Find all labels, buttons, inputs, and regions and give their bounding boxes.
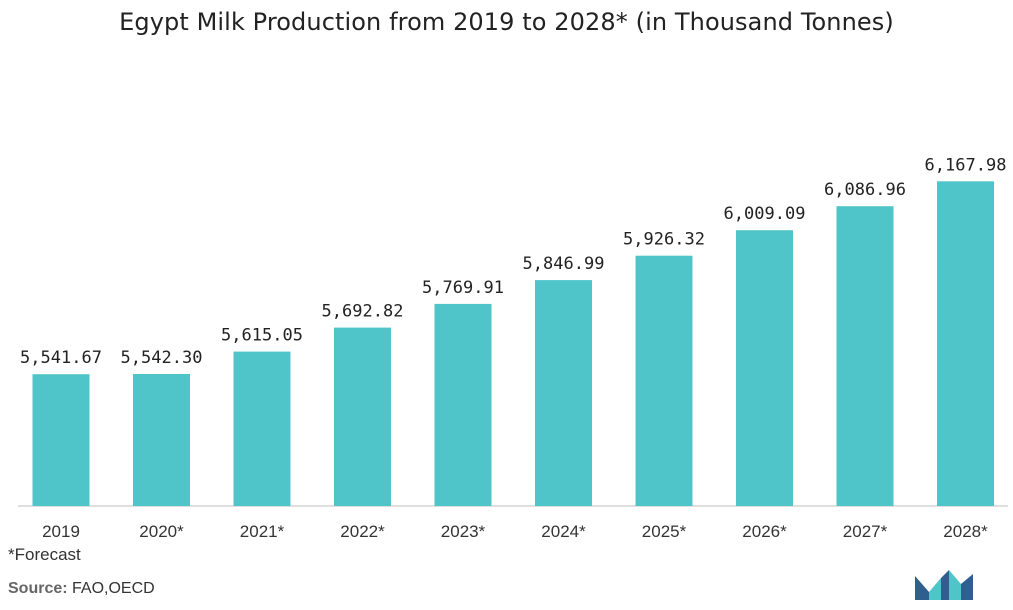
forecast-footnote: *Forecast — [8, 545, 81, 564]
x-tick-label-2028*: 2028* — [943, 522, 988, 541]
bar-2026* — [736, 230, 793, 506]
x-tick-label-2021*: 2021* — [240, 522, 285, 541]
x-tick-label-2026*: 2026* — [742, 522, 787, 541]
value-label-2026*: 6,009.09 — [724, 204, 806, 224]
source-note: Source: FAO,OECD — [8, 580, 155, 598]
value-label-2028*: 6,167.98 — [925, 155, 1007, 175]
x-tick-label-2022*: 2022* — [340, 522, 385, 541]
x-tick-label-2020*: 2020* — [139, 522, 184, 541]
x-tick-labels-group: 2019 2020* 2021* 2022* 2023* 2024* 2025* 2026* 2… — [42, 522, 988, 541]
value-label-2021*: 5,615.05 — [221, 326, 303, 346]
x-tick-label-2025*: 2025* — [642, 522, 687, 541]
bar-2027* — [836, 206, 894, 506]
value-label-2024*: 5,846.99 — [523, 254, 605, 274]
value-label-2027*: 6,086.96 — [824, 180, 906, 200]
x-tick-label-2019: 2019 — [42, 522, 80, 541]
bar-2019 — [32, 374, 90, 506]
x-tick-label-2023*: 2023* — [441, 522, 486, 541]
source-label: Source: — [8, 580, 68, 597]
value-label-2025*: 5,926.32 — [623, 230, 705, 250]
value-label-2022*: 5,692.82 — [322, 302, 404, 322]
chart-title: Egypt Milk Production from 2019 to 2028*… — [119, 8, 894, 36]
source-text: FAO,OECD — [72, 580, 155, 597]
bar-2022* — [334, 327, 391, 506]
mordor-intelligence-logo-icon — [915, 570, 975, 604]
x-tick-label-2024*: 2024* — [541, 522, 586, 541]
value-label-2023*: 5,769.91 — [422, 278, 504, 298]
bars-group — [32, 181, 994, 507]
bar-2023* — [434, 303, 492, 506]
bar-2025* — [635, 255, 693, 506]
bar-2021* — [233, 351, 291, 506]
value-labels-group: 5,541.67 5,542.30 5,615.05 5,692.82 5,769.91… — [20, 155, 1006, 368]
value-label-2019: 5,541.67 — [20, 348, 102, 368]
x-tick-label-2027*: 2027* — [843, 522, 888, 541]
bar-2028* — [937, 181, 994, 507]
value-label-2020*: 5,542.30 — [121, 348, 203, 368]
bar-2024* — [535, 280, 592, 506]
bar-2020* — [133, 374, 190, 506]
